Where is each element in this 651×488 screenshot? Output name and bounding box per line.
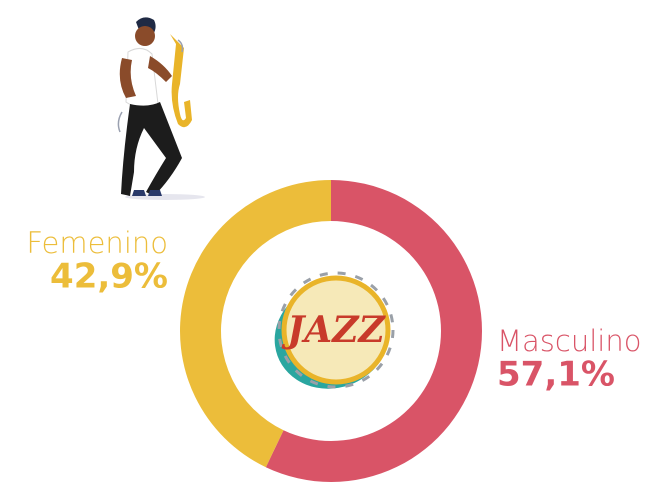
chart: JAZZ Masculino57,1% Femenino42,9% bbox=[0, 0, 651, 488]
value-label: 42,9% bbox=[50, 257, 168, 297]
saxophonist-illustration bbox=[118, 17, 205, 200]
logo-text: JAZZ bbox=[281, 309, 386, 351]
value-label: 57,1% bbox=[497, 355, 615, 395]
legend-label: Femenino bbox=[26, 226, 168, 260]
legend-label: Masculino bbox=[497, 324, 641, 358]
jazz-logo: JAZZ bbox=[260, 267, 405, 404]
page: {"chart_data": {"type": "donut", "logo":… bbox=[0, 0, 651, 488]
